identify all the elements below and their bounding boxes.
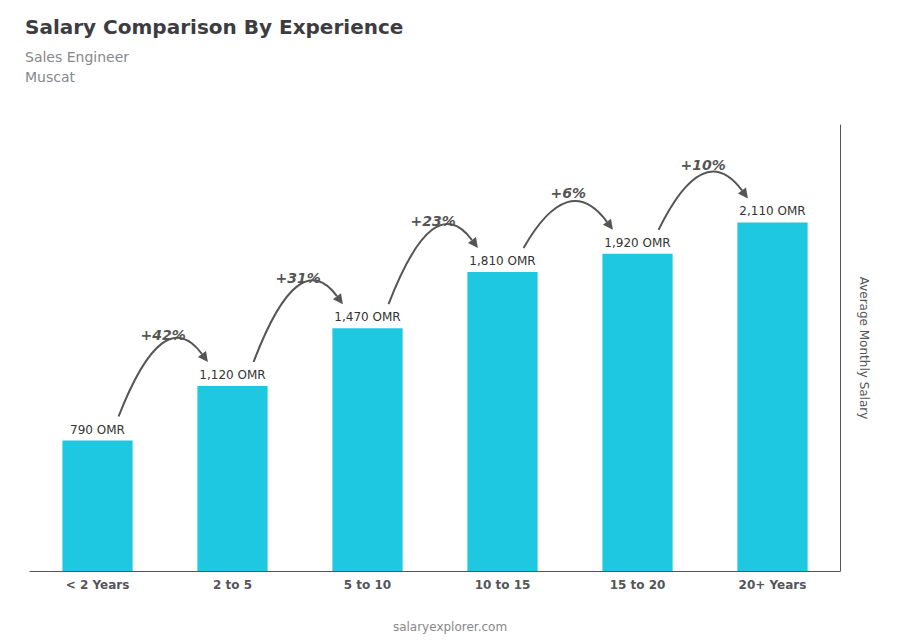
svg-text:+6%: +6% [550,185,586,201]
svg-text:1,920 OMR: 1,920 OMR [604,236,670,250]
svg-text:10 to 15: 10 to 15 [475,578,531,592]
svg-text:Muscat: Muscat [25,69,76,85]
svg-text:+23%: +23% [411,213,456,229]
svg-text:15 to 20: 15 to 20 [610,578,666,592]
svg-text:salaryexplorer.com: salaryexplorer.com [393,620,507,634]
svg-text:Average Monthly Salary: Average Monthly Salary [857,277,871,420]
svg-text:2,110 OMR: 2,110 OMR [739,204,805,218]
svg-text:+42%: +42% [141,327,186,343]
svg-text:1,470 OMR: 1,470 OMR [334,310,400,324]
svg-text:1,120 OMR: 1,120 OMR [199,368,265,382]
svg-text:Salary Comparison By Experienc: Salary Comparison By Experience [25,15,403,39]
svg-text:2 to 5: 2 to 5 [213,578,252,592]
svg-text:+10%: +10% [681,157,726,173]
svg-text:5 to 10: 5 to 10 [344,578,391,592]
svg-text:+31%: +31% [276,270,321,286]
svg-text:1,810 OMR: 1,810 OMR [469,254,535,268]
svg-text:< 2 Years: < 2 Years [66,578,130,592]
svg-text:Sales Engineer: Sales Engineer [25,49,129,65]
svg-text:790 OMR: 790 OMR [70,423,125,437]
svg-text:20+ Years: 20+ Years [739,578,807,592]
